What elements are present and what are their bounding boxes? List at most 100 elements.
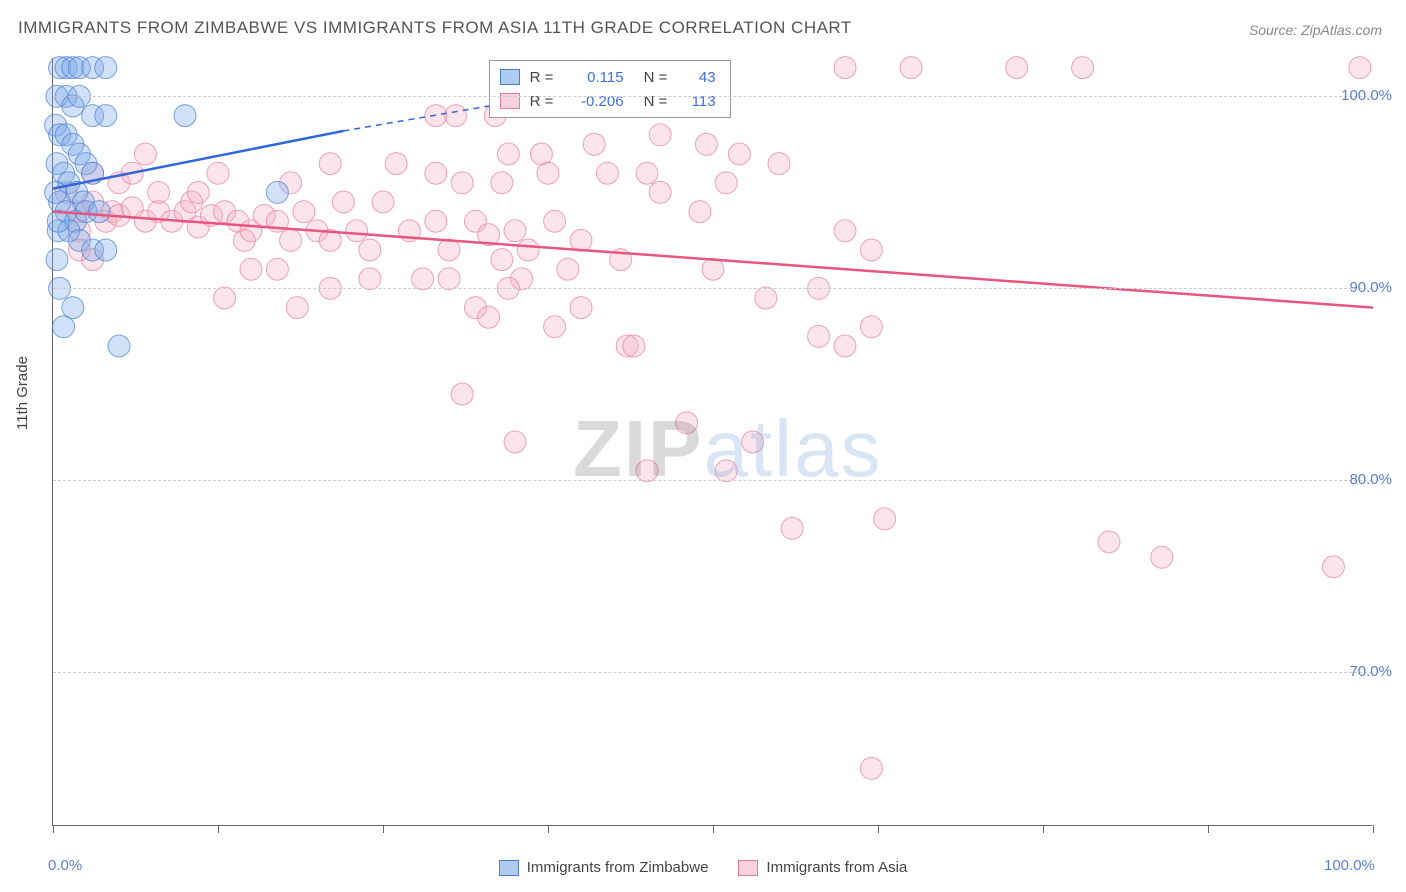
data-point [372,191,394,213]
data-point [860,316,882,338]
data-point [649,181,671,203]
x-tick [383,825,384,833]
data-point [425,210,447,232]
legend-r-label: R = [530,93,558,110]
data-point [570,297,592,319]
data-point [517,239,539,261]
legend-swatch [500,69,520,85]
data-point [438,268,460,290]
legend-row: R =-0.206N =113 [500,89,716,113]
data-point [88,201,110,223]
data-point [425,162,447,184]
data-point [1072,57,1094,79]
legend-n-value: 113 [682,93,716,110]
data-point [95,105,117,127]
correlation-legend: R =0.115N =43R =-0.206N =113 [489,60,731,118]
series-legend: Immigrants from Zimbabwe Immigrants from … [0,859,1406,876]
data-point [808,325,830,347]
data-point [207,162,229,184]
source-attribution: Source: ZipAtlas.com [1249,22,1382,38]
x-tick [1373,825,1374,833]
legend-series-name: Immigrants from Asia [766,859,907,876]
data-point [623,335,645,357]
y-tick-label: 70.0% [1349,663,1392,680]
data-point [834,220,856,242]
data-point [148,181,170,203]
x-tick [53,825,54,833]
data-point [768,153,790,175]
data-point [134,143,156,165]
data-point [332,191,354,213]
data-point [860,757,882,779]
data-point [900,57,922,79]
chart-title: IMMIGRANTS FROM ZIMBABWE VS IMMIGRANTS F… [18,18,852,38]
data-point [504,431,526,453]
data-point [62,297,84,319]
data-point [530,143,552,165]
data-point [95,57,117,79]
data-point [346,220,368,242]
x-tick [878,825,879,833]
y-tick-label: 90.0% [1349,279,1392,296]
data-point [497,143,519,165]
data-point [286,297,308,319]
legend-series-name: Immigrants from Zimbabwe [527,859,709,876]
data-point [689,201,711,223]
data-point [557,258,579,280]
data-point [537,162,559,184]
data-point [266,258,288,280]
data-point [451,383,473,405]
legend-r-value: 0.115 [568,69,624,86]
data-point [491,249,513,271]
x-tick-label: 100.0% [1324,857,1375,874]
data-point [174,105,196,127]
data-point [596,162,618,184]
data-point [438,239,460,261]
data-point [1006,57,1028,79]
data-point [385,153,407,175]
data-point [319,153,341,175]
chart-svg [53,58,1372,825]
data-point [715,172,737,194]
data-point [544,210,566,232]
data-point [676,412,698,434]
data-point [266,181,288,203]
data-point [445,105,467,127]
data-point [293,201,315,223]
y-tick-label: 100.0% [1341,87,1392,104]
data-point [544,316,566,338]
data-point [874,508,896,530]
data-point [742,431,764,453]
x-tick-label: 0.0% [48,857,82,874]
data-point [702,258,724,280]
data-point [728,143,750,165]
legend-n-label: N = [644,69,672,86]
legend-swatch [500,93,520,109]
data-point [108,335,130,357]
data-point [451,172,473,194]
legend-row: R =0.115N =43 [500,65,716,89]
data-point [695,133,717,155]
data-point [860,239,882,261]
data-point [46,249,68,271]
data-point [359,268,381,290]
legend-r-value: -0.206 [568,93,624,110]
x-tick [1208,825,1209,833]
legend-item: Immigrants from Zimbabwe [499,859,709,876]
data-point [53,316,75,338]
data-point [1098,531,1120,553]
data-point [834,57,856,79]
gridline [53,480,1372,481]
data-point [636,460,658,482]
legend-swatch [499,860,519,876]
data-point [1322,556,1344,578]
data-point [478,306,500,328]
x-tick [548,825,549,833]
data-point [781,517,803,539]
data-point [649,124,671,146]
data-point [755,287,777,309]
data-point [359,239,381,261]
legend-swatch [738,860,758,876]
data-point [583,133,605,155]
data-point [214,287,236,309]
